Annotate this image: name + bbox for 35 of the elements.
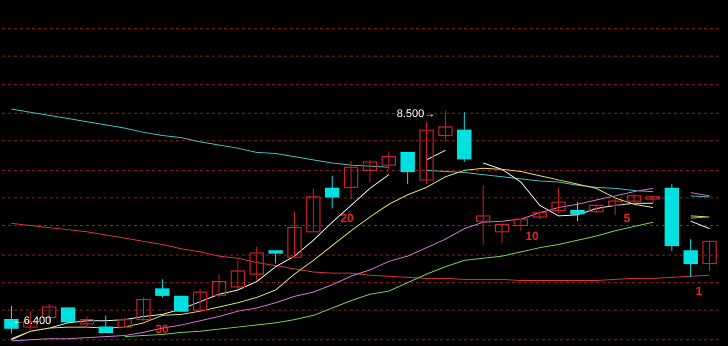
candlestick xyxy=(268,250,283,264)
candlestick xyxy=(362,159,378,183)
annotation: 20 xyxy=(340,211,354,225)
candlestick xyxy=(98,314,113,333)
annotation: 8.500→ xyxy=(396,108,436,120)
annotation: 1 xyxy=(696,284,703,298)
candlestick xyxy=(117,317,132,329)
candlestick xyxy=(344,160,358,200)
candlestick xyxy=(60,307,76,322)
candlestick xyxy=(306,188,321,232)
candlestick xyxy=(438,110,453,142)
candlestick xyxy=(192,288,208,312)
candlestick xyxy=(80,316,94,329)
candlestick xyxy=(608,196,622,216)
candlestick xyxy=(287,211,302,259)
candlestick xyxy=(174,296,188,313)
candlestick xyxy=(683,238,698,278)
candlestick xyxy=(155,278,170,298)
candlestick xyxy=(324,175,340,210)
candlestick xyxy=(382,150,396,170)
candlestick xyxy=(494,222,510,244)
candlestick xyxy=(702,240,717,272)
candlestick xyxy=(419,121,434,185)
annotation: 10 xyxy=(525,229,539,243)
candlestick xyxy=(250,246,264,281)
candlestick xyxy=(136,296,151,322)
annotation: 5 xyxy=(624,211,631,225)
candlestick xyxy=(476,184,490,246)
candlestick xyxy=(570,202,585,222)
candlestick xyxy=(230,260,246,290)
candlestick xyxy=(551,186,566,214)
candlestick xyxy=(212,274,226,298)
candlestick xyxy=(514,218,528,232)
candlestick xyxy=(626,193,642,205)
candlestick xyxy=(400,152,415,185)
